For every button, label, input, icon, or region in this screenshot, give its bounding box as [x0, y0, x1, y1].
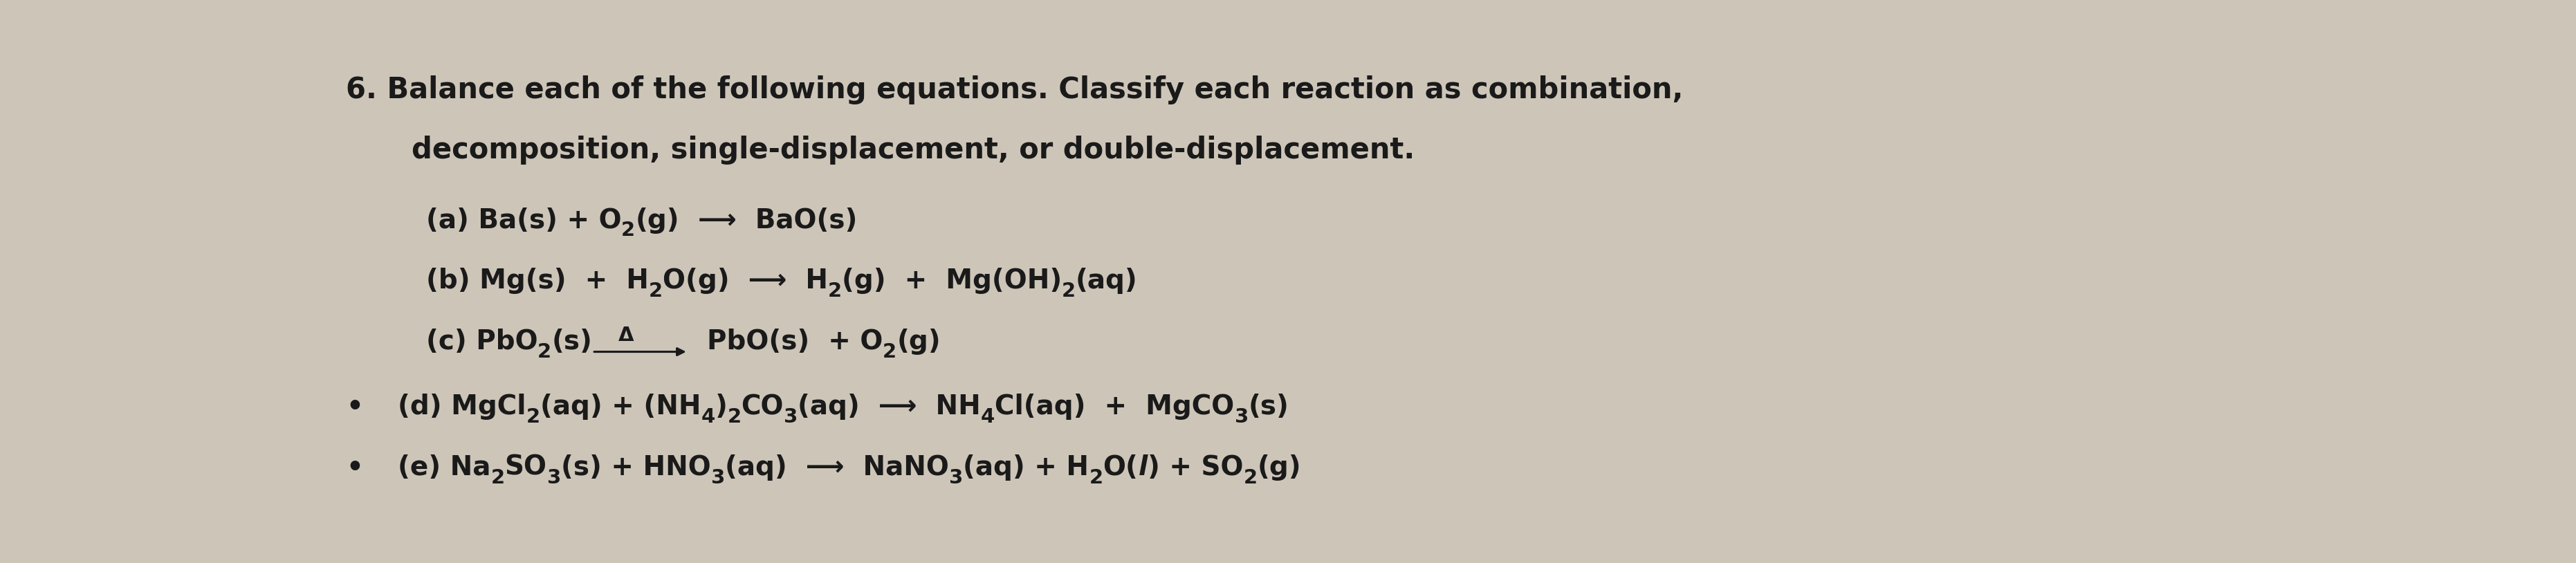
Text: (aq) + (NH: (aq) + (NH: [541, 394, 701, 420]
Text: ⟶  BaO(s): ⟶ BaO(s): [680, 207, 858, 234]
Text: 3: 3: [1234, 407, 1249, 427]
Text: 2: 2: [1061, 282, 1077, 301]
Text: 2: 2: [726, 407, 742, 427]
Text: 3: 3: [948, 468, 963, 488]
Text: 2: 2: [827, 282, 842, 301]
Text: (aq)  ⟶  NaNO: (aq) ⟶ NaNO: [724, 454, 948, 481]
Text: 4: 4: [981, 407, 994, 427]
Text: (g): (g): [1257, 454, 1301, 481]
Text: SO: SO: [505, 454, 546, 481]
Text: •: •: [345, 394, 363, 420]
Text: 3: 3: [711, 468, 724, 488]
Text: 2: 2: [538, 342, 551, 361]
Text: 2: 2: [1090, 468, 1103, 488]
Text: 6. Balance each of the following equations. Classify each reaction as combinatio: 6. Balance each of the following equatio…: [345, 75, 1682, 104]
Text: (b) Mg(s)  +  H: (b) Mg(s) + H: [425, 268, 649, 294]
Text: ): ): [716, 394, 726, 420]
Text: 2: 2: [526, 407, 541, 427]
Text: Cl(aq)  +  MgCO: Cl(aq) + MgCO: [994, 394, 1234, 420]
Text: (s): (s): [1249, 394, 1291, 420]
Text: (s) + HNO: (s) + HNO: [562, 454, 711, 481]
Text: •: •: [345, 454, 363, 481]
Text: 2: 2: [649, 282, 662, 301]
Text: O(g)  ⟶  H: O(g) ⟶ H: [662, 268, 827, 294]
Text: (e) Na: (e) Na: [397, 454, 492, 481]
Text: 4: 4: [701, 407, 716, 427]
Text: Δ: Δ: [618, 326, 634, 345]
Text: 3: 3: [783, 407, 799, 427]
Text: (c) PbO: (c) PbO: [425, 329, 538, 355]
Text: (g): (g): [636, 207, 680, 234]
Text: 2: 2: [621, 221, 636, 240]
Text: decomposition, single-displacement, or double-displacement.: decomposition, single-displacement, or d…: [412, 136, 1414, 165]
Text: 2: 2: [1244, 468, 1257, 488]
Text: (aq)  ⟶  NH: (aq) ⟶ NH: [799, 394, 981, 420]
Text: 3: 3: [546, 468, 562, 488]
Text: 2: 2: [492, 468, 505, 488]
Text: (aq) + H: (aq) + H: [963, 454, 1090, 481]
Text: (g)  +  Mg(OH): (g) + Mg(OH): [842, 268, 1061, 294]
Text: ) + SO: ) + SO: [1146, 454, 1244, 481]
Text: 2: 2: [884, 342, 896, 361]
Text: PbO(s)  + O: PbO(s) + O: [688, 329, 884, 355]
Text: O(: O(: [1103, 454, 1139, 481]
Text: l: l: [1139, 454, 1146, 481]
Text: (a) Ba(s) + O: (a) Ba(s) + O: [425, 207, 621, 234]
Text: (aq): (aq): [1077, 268, 1139, 294]
Text: (g): (g): [896, 329, 940, 355]
Text: CO: CO: [742, 394, 783, 420]
Text: (s): (s): [551, 329, 592, 355]
Text: (d) MgCl: (d) MgCl: [397, 394, 526, 420]
